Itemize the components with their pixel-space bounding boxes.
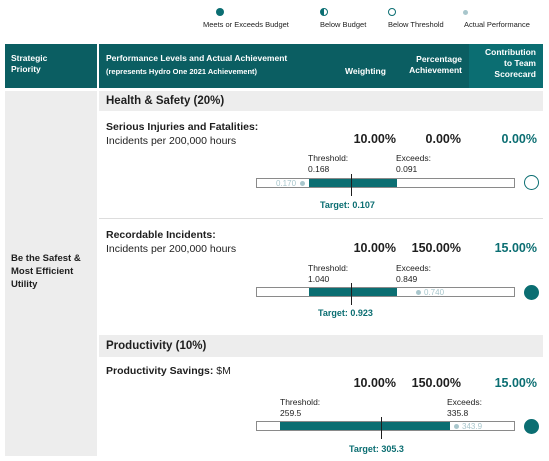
meets-budget-icon	[216, 8, 224, 16]
metric-3-status-icon	[524, 419, 539, 434]
section-band-productivity	[99, 335, 543, 357]
legend-actual: Actual Performance	[464, 20, 530, 29]
legend-below-budget: Below Budget	[320, 20, 367, 29]
metric-2-actual-dot	[416, 289, 421, 295]
metric-2-achievement: 150.00%	[411, 241, 461, 255]
metric-3-target: Target: 305.3	[349, 444, 404, 454]
metric-1-target: Target: 0.107	[320, 200, 375, 210]
metric-1-range-fill	[309, 179, 397, 187]
header-strategic-label: Strategic Priority	[11, 53, 48, 74]
metric-2-name: Recordable Incidents:	[106, 229, 216, 241]
metric-1-target-tick	[351, 174, 352, 196]
metric-1-unit: Incidents per 200,000 hours	[106, 135, 237, 147]
metric-2-unit: Incidents per 200,000 hours	[106, 243, 237, 255]
metric-1-threshold-label: Threshold:	[308, 153, 349, 163]
metric-2-target: Target: 0.923	[318, 308, 373, 318]
metric-2-threshold: Threshold: 1.040	[308, 263, 348, 284]
section-title-health: Health & Safety (20%)	[106, 95, 225, 107]
metric-2-threshold-value: 1.040	[308, 273, 330, 284]
metric-1-exceeds-value: 0.091	[396, 163, 418, 174]
metric-3-contribution: 15.00%	[494, 376, 537, 390]
metric-3-title: Productivity Savings: $M	[106, 364, 231, 378]
metric-1-contribution: 0.00%	[501, 132, 537, 146]
metric-2-exceeds-value: 0.849	[396, 273, 418, 284]
metric-3-unit: $M	[216, 365, 231, 377]
priority-column: Be the Safest & Most Efficient Utility	[5, 91, 97, 456]
header-weighting: Weighting	[345, 66, 386, 76]
section-band-health	[99, 91, 543, 111]
metric-1-actual-label: 0.170	[276, 178, 297, 188]
metric-1-weighting: 10.00%	[353, 132, 396, 146]
metric-1-exceeds: Exceeds: 0.091	[396, 153, 431, 174]
below-threshold-icon	[388, 8, 396, 16]
actual-performance-icon	[463, 10, 468, 15]
metric-3-range-bar: 343.9	[256, 421, 515, 431]
metric-2-target-tick	[351, 283, 352, 305]
metric-3-weighting: 10.00%	[353, 376, 396, 390]
header-percentage: Percentage Achievement	[409, 54, 462, 75]
metric-2-exceeds-label: Exceeds:	[396, 263, 431, 273]
metric-2-contribution: 15.00%	[494, 241, 537, 255]
metric-1-achievement: 0.00%	[425, 132, 461, 146]
legend-below-threshold: Below Threshold	[388, 20, 444, 29]
metric-3-achievement: 150.00%	[411, 376, 461, 390]
header-contribution-label: Contribution to Team Scorecard	[485, 47, 536, 79]
header-contribution: Contribution to Team Scorecard	[469, 44, 543, 88]
metric-1-range-bar: 0.170	[256, 178, 515, 188]
below-budget-icon	[320, 8, 328, 16]
metric-1-threshold-value: 0.168	[308, 163, 330, 174]
metric-1-name: Serious Injuries and Fatalities:	[106, 121, 259, 133]
metric-3-exceeds: Exceeds: 335.8	[447, 397, 482, 418]
priority-label: Be the Safest & Most Efficient Utility	[11, 253, 81, 290]
metric-3-name: Productivity Savings:	[106, 365, 214, 377]
metric-3-threshold-value: 259.5	[280, 407, 302, 418]
metric-2-title: Recordable Incidents: Incidents per 200,…	[106, 228, 236, 256]
metric-2-actual-label: 0.740	[424, 287, 445, 297]
metric-1-status-icon	[524, 175, 539, 190]
header-strategic: Strategic Priority	[5, 44, 97, 88]
metric-3-threshold: Threshold: 259.5	[280, 397, 320, 418]
metric-1-threshold: Threshold: 0.168	[308, 153, 348, 174]
section-title-productivity: Productivity (10%)	[106, 340, 207, 352]
header-performance: Performance Levels and Actual Achievemen…	[99, 44, 469, 88]
metric-2-range-fill	[309, 288, 397, 296]
header-performance-sub: (represents Hydro One 2021 Achievement)	[106, 67, 258, 76]
metric-2-weighting: 10.00%	[353, 241, 396, 255]
metric-2-range-bar: 0.740	[256, 287, 515, 297]
metric-3-range-fill	[280, 422, 450, 430]
metric-2-threshold-label: Threshold:	[308, 263, 349, 273]
metric-2-exceeds: Exceeds: 0.849	[396, 263, 431, 284]
metric-3-exceeds-label: Exceeds:	[447, 397, 482, 407]
metric-3-threshold-label: Threshold:	[280, 397, 321, 407]
metric-3-exceeds-value: 335.8	[447, 407, 469, 418]
metric-1-exceeds-label: Exceeds:	[396, 153, 431, 163]
legend-meets: Meets or Exceeds Budget	[203, 20, 289, 29]
divider-1	[99, 218, 543, 219]
header-performance-label: Performance Levels and Actual Achievemen…	[106, 53, 288, 63]
metric-3-actual-dot	[454, 423, 459, 429]
metric-3-actual-label: 343.9	[462, 421, 483, 431]
metric-3-target-tick	[381, 417, 382, 439]
metric-1-title: Serious Injuries and Fatalities: Inciden…	[106, 120, 258, 148]
metric-2-status-icon	[524, 285, 539, 300]
metric-1-actual-dot	[300, 180, 305, 186]
